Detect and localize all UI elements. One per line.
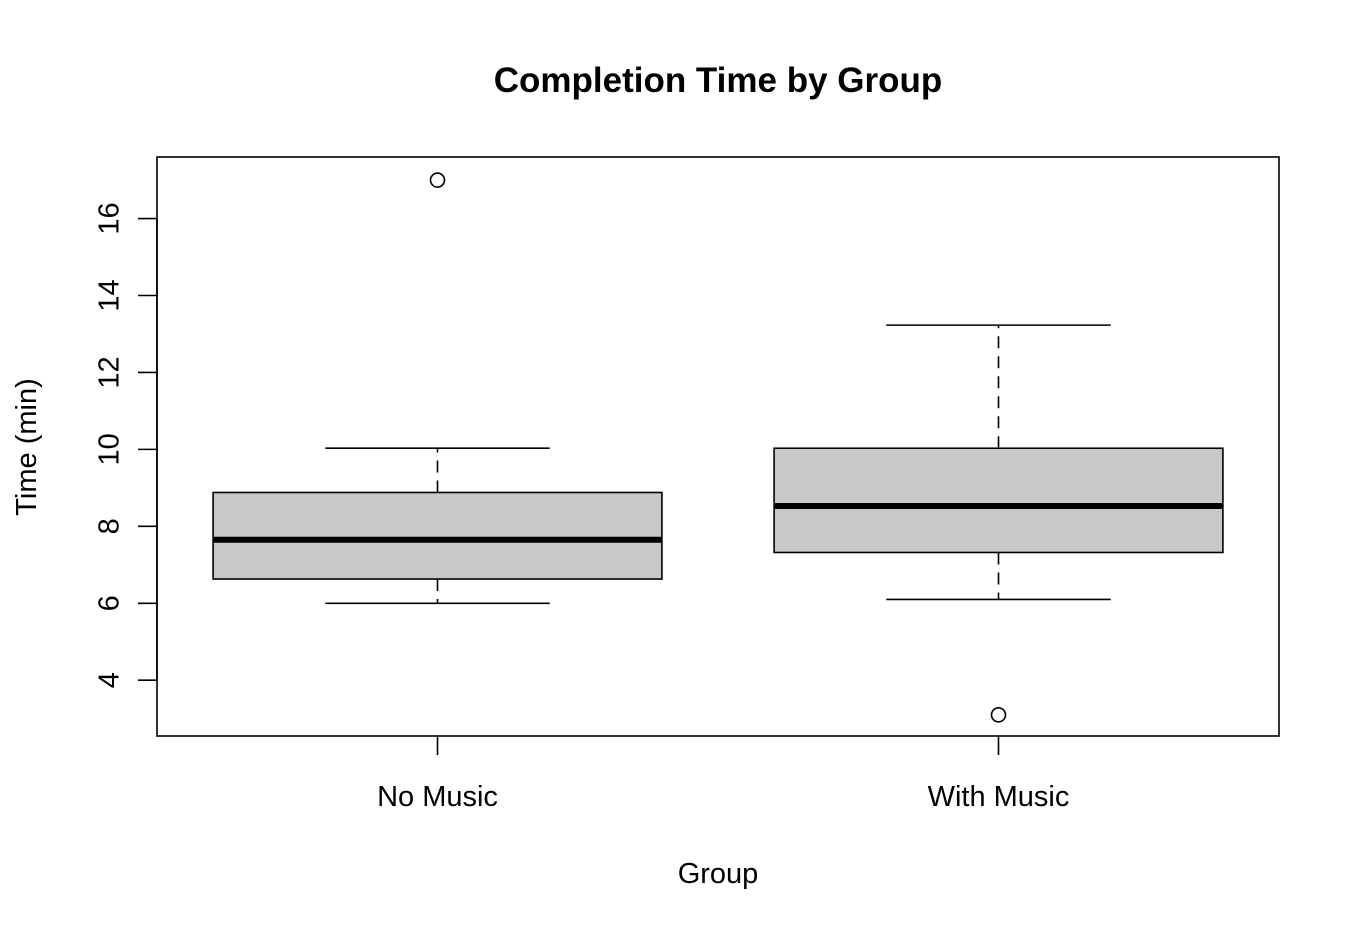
x-axis: No Music With Music xyxy=(377,736,1069,813)
chart-title: Completion Time by Group xyxy=(494,61,943,100)
outlier-point xyxy=(990,707,1007,723)
y-tick-label: 6 xyxy=(93,595,125,611)
x-axis-label: Group xyxy=(678,858,759,890)
y-tick-label: 14 xyxy=(93,279,125,311)
y-tick-label: 8 xyxy=(93,518,125,534)
box-1 xyxy=(212,172,663,605)
y-axis: 4 6 8 10 12 14 16 xyxy=(93,202,158,688)
iqr-box xyxy=(212,491,663,580)
plot-frame xyxy=(156,156,1280,737)
y-tick-label: 10 xyxy=(93,433,125,465)
outlier-point xyxy=(429,172,446,188)
box-2 xyxy=(773,324,1224,723)
boxes-layer xyxy=(212,172,1224,723)
iqr-box xyxy=(773,447,1224,554)
y-tick-label: 12 xyxy=(93,356,125,388)
y-axis-label: Time (min) xyxy=(11,378,43,515)
x-tick-label: With Music xyxy=(928,781,1070,813)
y-tick-label: 16 xyxy=(93,202,125,234)
x-tick-label: No Music xyxy=(377,781,498,813)
y-tick-label: 4 xyxy=(93,672,125,688)
